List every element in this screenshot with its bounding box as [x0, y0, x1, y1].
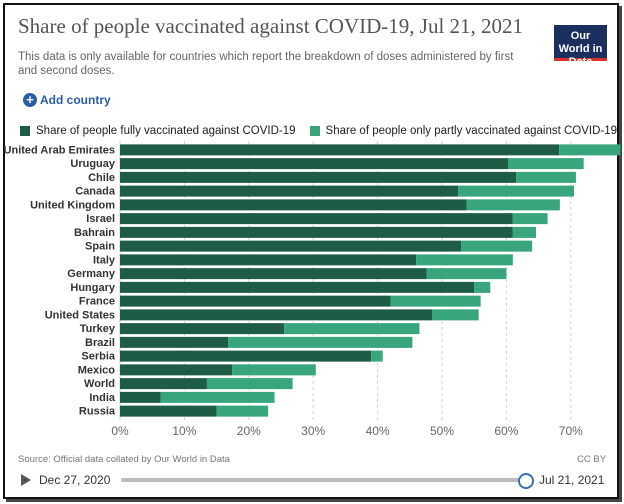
x-tick-label: 0% — [111, 424, 129, 438]
legend-label-fully: Share of people fully vaccinated against… — [36, 125, 296, 137]
bar-fully-vaccinated[interactable] — [120, 309, 433, 321]
bar-fully-vaccinated[interactable] — [120, 213, 513, 225]
bar-partly-vaccinated[interactable] — [512, 213, 548, 225]
category-label: Serbia — [81, 351, 116, 363]
bar-fully-vaccinated[interactable] — [120, 391, 161, 403]
bar-fully-vaccinated[interactable] — [120, 323, 285, 335]
category-label: Brazil — [85, 337, 115, 349]
category-label: Italy — [93, 254, 116, 266]
category-label: Chile — [88, 172, 115, 184]
timeline-track[interactable] — [121, 473, 534, 489]
timeline-handle[interactable] — [518, 473, 534, 489]
legend: Share of people fully vaccinated against… — [20, 125, 624, 137]
timeline-track-fill — [121, 478, 525, 482]
x-tick-label: 30% — [301, 424, 325, 438]
bar-fully-vaccinated[interactable] — [120, 295, 391, 307]
legend-item-fully[interactable]: Share of people fully vaccinated against… — [20, 125, 296, 137]
source-note[interactable]: Source: Official data collated by Our Wo… — [18, 454, 230, 465]
category-label: United Arab Emirates — [4, 144, 115, 156]
bar-fully-vaccinated[interactable] — [120, 226, 513, 238]
legend-label-partly: Share of people only partly vaccinated a… — [325, 125, 618, 137]
bar-partly-vaccinated[interactable] — [160, 391, 275, 403]
timeline: Dec 27, 2020 Jul 21, 2021 — [15, 471, 615, 491]
bar-fully-vaccinated[interactable] — [120, 378, 207, 390]
bar-partly-vaccinated[interactable] — [559, 144, 621, 156]
x-tick-label: 20% — [237, 424, 261, 438]
timeline-start-date: Dec 27, 2020 — [39, 473, 111, 487]
bar-partly-vaccinated[interactable] — [461, 240, 533, 252]
category-label: Germany — [67, 268, 116, 280]
bar-partly-vaccinated[interactable] — [508, 158, 584, 170]
bar-fully-vaccinated[interactable] — [120, 268, 427, 280]
category-label: Bahrain — [74, 227, 115, 239]
category-label: United States — [45, 309, 115, 321]
bar-fully-vaccinated[interactable] — [120, 171, 517, 183]
bar-fully-vaccinated[interactable] — [120, 364, 233, 376]
legend-swatch-fully — [20, 126, 30, 136]
legend-item-partly[interactable]: Share of people only partly vaccinated a… — [309, 125, 618, 137]
bar-fully-vaccinated[interactable] — [120, 281, 475, 293]
bar-partly-vaccinated[interactable] — [216, 405, 269, 417]
bar-partly-vaccinated[interactable] — [512, 226, 537, 238]
license-label[interactable]: CC BY — [577, 454, 607, 465]
chart-title: Share of people vaccinated against COVID… — [18, 14, 524, 38]
timeline-end-date: Jul 21, 2021 — [539, 473, 605, 487]
play-icon[interactable] — [21, 474, 31, 486]
category-label: Israel — [86, 213, 115, 225]
add-country-button[interactable]: + Add country — [23, 93, 111, 107]
category-label: Spain — [85, 241, 115, 253]
bar-fully-vaccinated[interactable] — [120, 158, 509, 170]
x-tick-label: 70% — [559, 424, 583, 438]
bar-fully-vaccinated[interactable] — [120, 336, 229, 348]
bar-fully-vaccinated[interactable] — [120, 350, 372, 362]
add-country-label: Add country — [40, 93, 111, 107]
bar-partly-vaccinated[interactable] — [284, 323, 420, 335]
category-label: Canada — [75, 186, 116, 198]
bar-partly-vaccinated[interactable] — [466, 199, 560, 211]
bar-partly-vaccinated[interactable] — [371, 350, 383, 362]
bar-fully-vaccinated[interactable] — [120, 144, 560, 156]
category-label: Uruguay — [70, 158, 116, 170]
bar-fully-vaccinated[interactable] — [120, 254, 417, 266]
bar-partly-vaccinated[interactable] — [416, 254, 513, 266]
bar-fully-vaccinated[interactable] — [120, 199, 467, 211]
bar-fully-vaccinated[interactable] — [120, 185, 459, 197]
x-tick-label: 40% — [366, 424, 390, 438]
bar-partly-vaccinated[interactable] — [474, 281, 491, 293]
bar-partly-vaccinated[interactable] — [206, 378, 293, 390]
legend-swatch-partly — [309, 126, 320, 136]
category-label: United Kingdom — [30, 199, 115, 211]
category-label: Hungary — [70, 282, 116, 294]
bar-partly-vaccinated[interactable] — [390, 295, 481, 307]
bar-fully-vaccinated[interactable] — [120, 240, 462, 252]
chart-subtitle: This data is only available for countrie… — [18, 51, 514, 77]
category-label: France — [79, 296, 115, 308]
x-tick-label: 60% — [494, 424, 518, 438]
bar-partly-vaccinated[interactable] — [426, 268, 507, 280]
bar-partly-vaccinated[interactable] — [232, 364, 316, 376]
bar-partly-vaccinated[interactable] — [228, 336, 413, 348]
bar-partly-vaccinated[interactable] — [432, 309, 479, 321]
category-label: Russia — [79, 406, 116, 418]
category-label: Turkey — [80, 323, 116, 335]
plus-circle-icon: + — [23, 93, 37, 107]
owid-logo[interactable]: Our World in Data — [554, 25, 607, 68]
category-label: World — [84, 378, 115, 390]
bar-fully-vaccinated[interactable] — [120, 405, 217, 417]
category-label: Mexico — [78, 364, 116, 376]
bar-partly-vaccinated[interactable] — [458, 185, 575, 197]
category-label: India — [89, 392, 116, 404]
x-tick-label: 50% — [430, 424, 454, 438]
x-tick-label: 10% — [172, 424, 196, 438]
bar-partly-vaccinated[interactable] — [516, 171, 576, 183]
